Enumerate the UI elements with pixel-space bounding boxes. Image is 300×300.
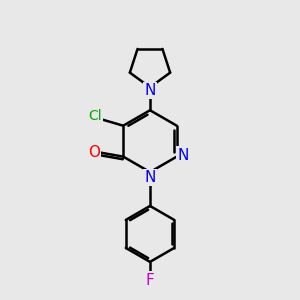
Text: O: O [88,145,100,160]
Text: Cl: Cl [88,109,101,123]
Text: N: N [144,170,156,185]
Text: N: N [144,83,156,98]
Text: F: F [146,273,154,288]
Text: N: N [178,148,189,163]
